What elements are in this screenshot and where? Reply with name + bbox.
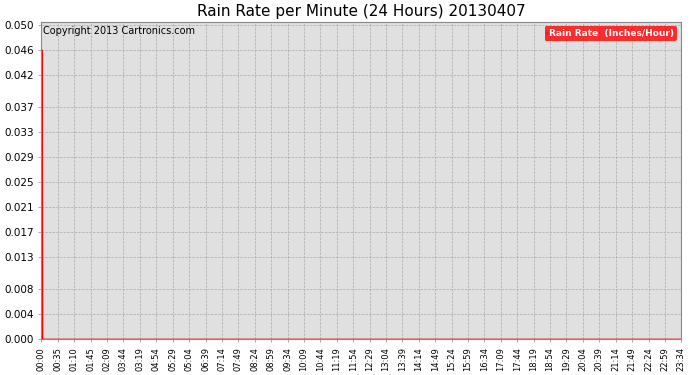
Title: Rain Rate per Minute (24 Hours) 20130407: Rain Rate per Minute (24 Hours) 20130407 [197,4,526,19]
Text: Copyright 2013 Cartronics.com: Copyright 2013 Cartronics.com [43,27,195,36]
Legend: Rain Rate  (Inches/Hour): Rain Rate (Inches/Hour) [544,26,677,40]
